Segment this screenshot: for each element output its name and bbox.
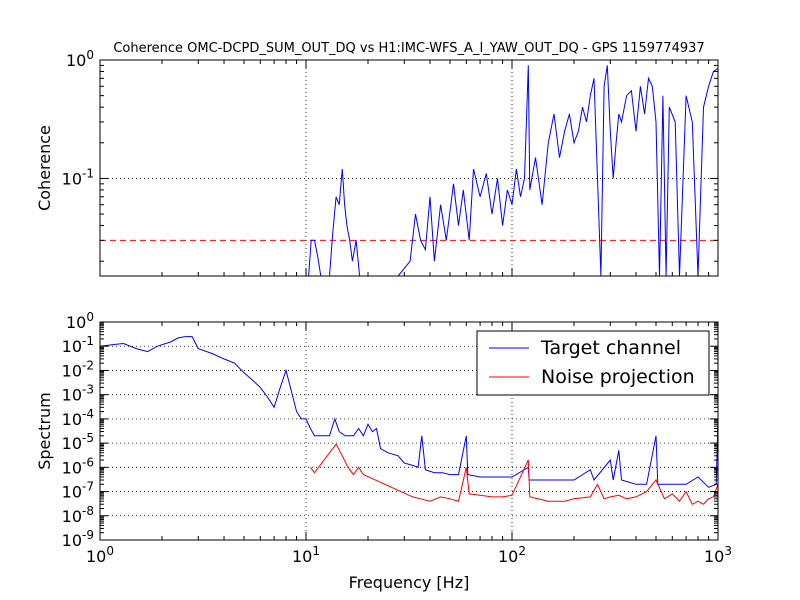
legend: Target channel Noise projection (476, 330, 710, 396)
target-channel-series-line (100, 336, 718, 488)
x-tick-label: 100 (86, 544, 114, 566)
y-tick-label: 10-3 (62, 383, 94, 405)
spectrum-panel: 10-910-810-710-610-510-410-310-210-11001… (35, 310, 732, 592)
x-tick-label: 103 (704, 544, 732, 566)
noise-projection-series-line (310, 443, 718, 505)
y-tick-label: 100 (66, 48, 94, 70)
plot-frame (99, 59, 719, 277)
y-tick-label: 100 (66, 310, 94, 332)
y-axis-label: Spectrum (35, 392, 54, 470)
y-tick-label: 10-5 (62, 431, 94, 453)
plot-frame (99, 321, 719, 541)
y-tick-label: 10-2 (62, 358, 94, 380)
x-tick-label: 101 (292, 544, 320, 566)
y-tick-label: 10-6 (62, 455, 94, 477)
y-axis-label: Coherence (35, 125, 54, 211)
y-tick-label: 10-1 (62, 166, 94, 188)
y-tick-label: 10-4 (62, 407, 94, 429)
legend-box (476, 330, 710, 396)
x-tick-label: 102 (498, 544, 526, 566)
y-tick-label: 10-1 (62, 334, 94, 356)
y-tick-label: 10-7 (62, 480, 94, 502)
x-axis-label: Frequency [Hz] (349, 573, 470, 592)
legend-label: Target channel (540, 337, 681, 359)
coherence-panel: 10-1 100 Coherence OMC-DCPD_SUM_OUT_DQ vs … (35, 41, 719, 277)
coherence-series-line (308, 65, 718, 276)
y-tick-label: 10-9 (62, 528, 94, 550)
y-tick-label: 10-8 (62, 504, 94, 526)
legend-label: Noise projection (541, 366, 695, 388)
chart-title: Coherence OMC-DCPD_SUM_OUT_DQ vs H1:IMC-… (113, 41, 704, 56)
